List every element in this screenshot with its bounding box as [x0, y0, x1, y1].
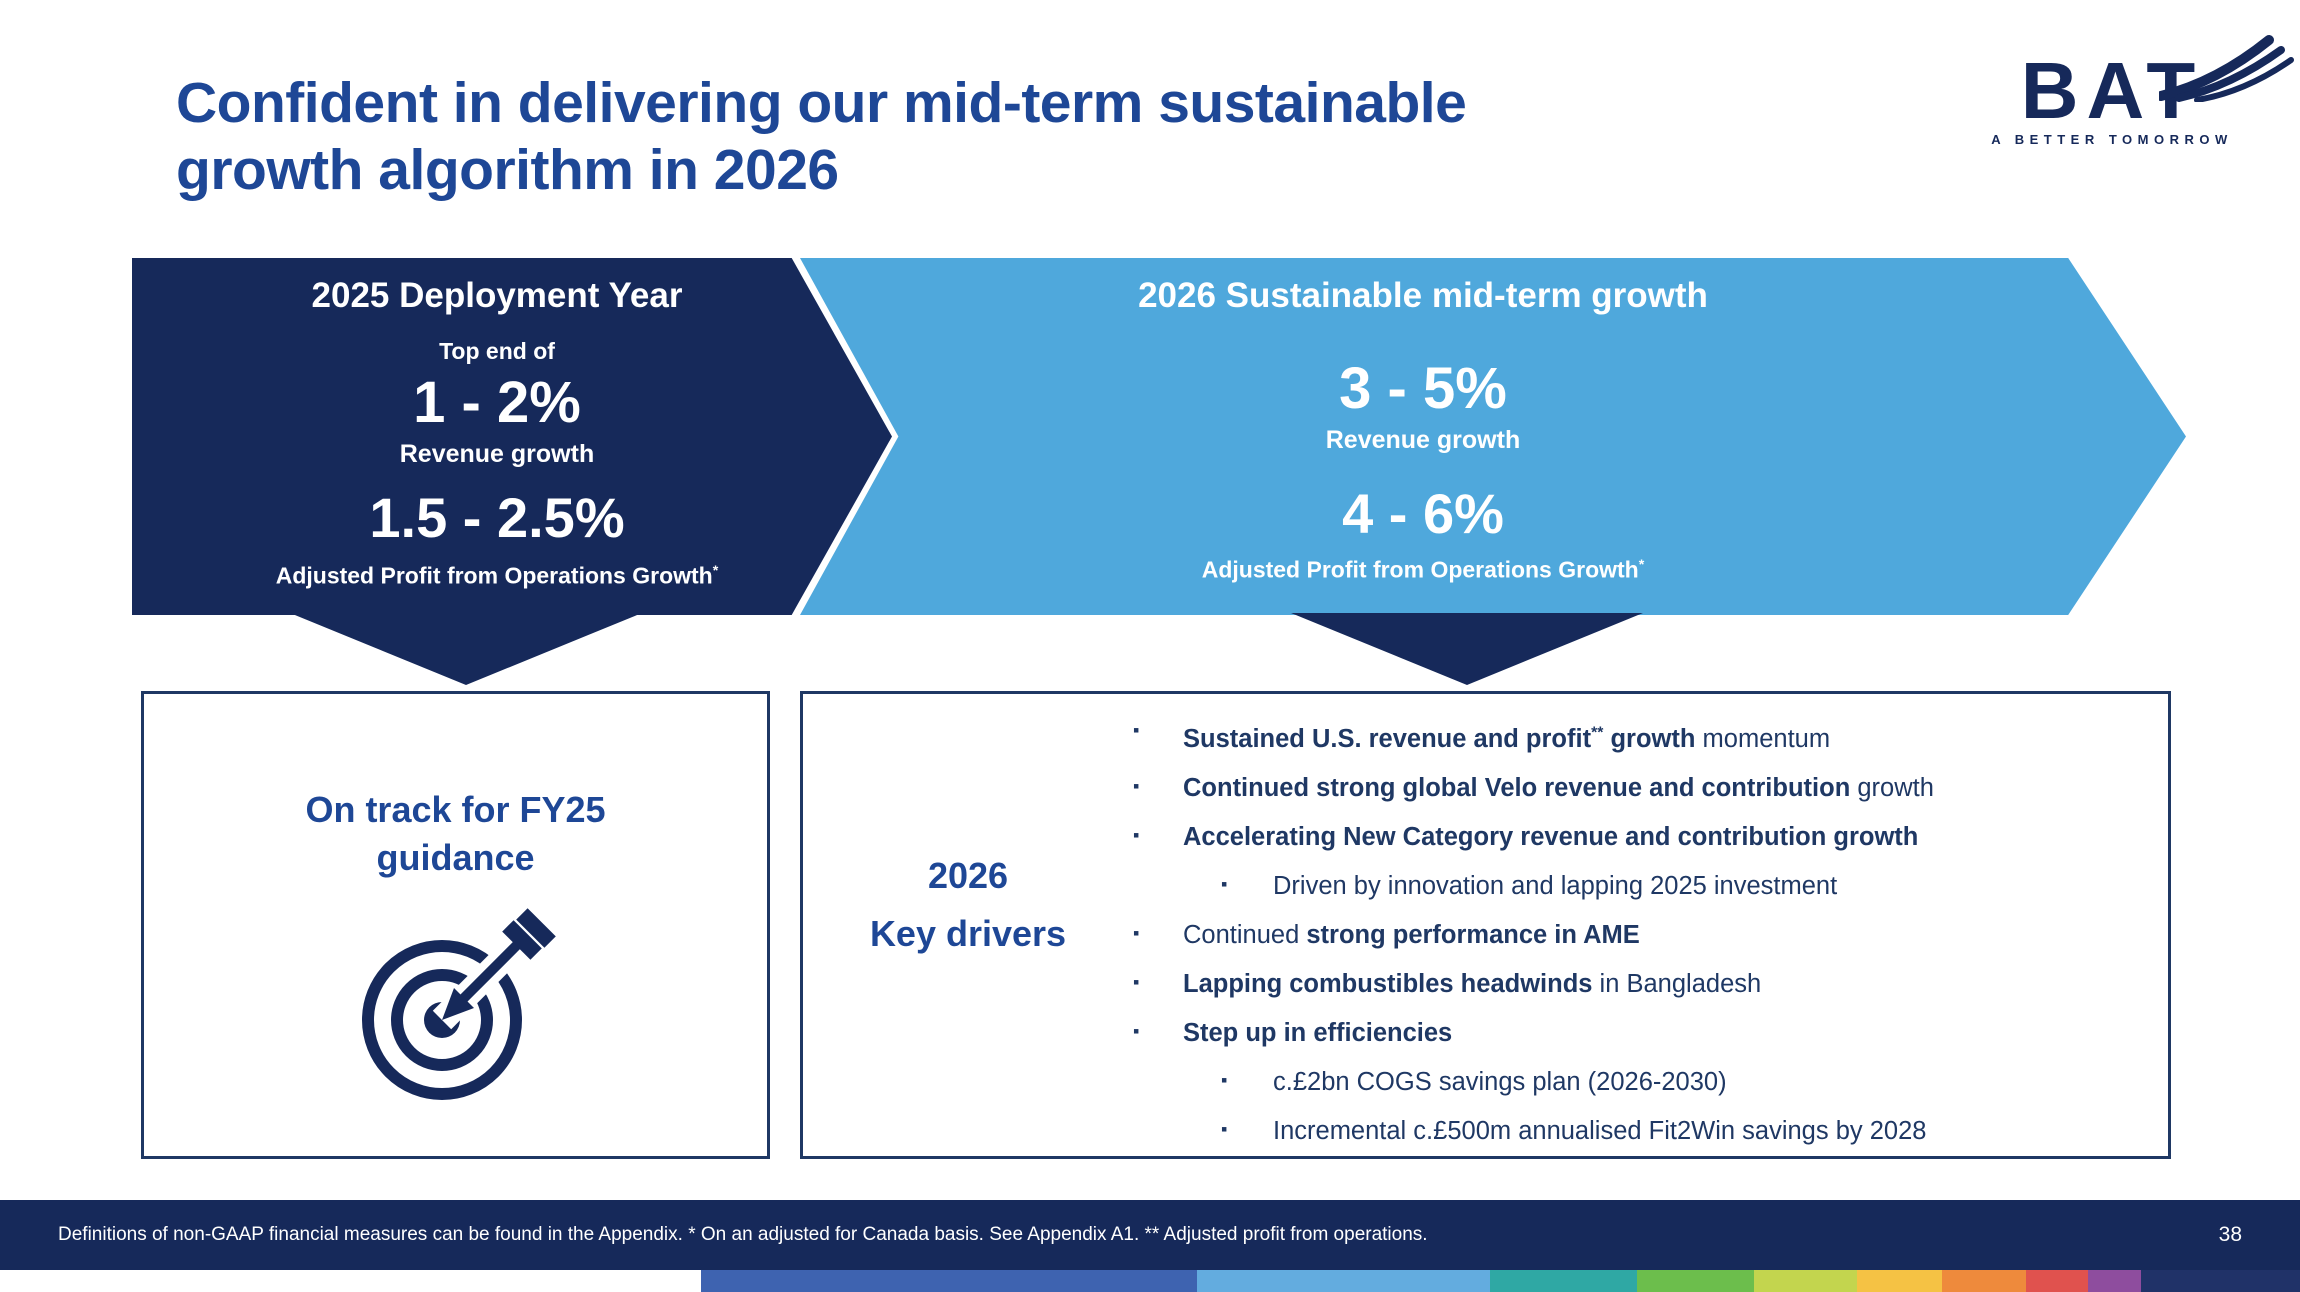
- bullet-icon: ▪: [1133, 1020, 1140, 1041]
- key-driver-item: ▪ Continued strong performance in AME: [1133, 911, 2152, 960]
- key-driver-text: Driven by innovation and lapping 2025 in…: [1273, 871, 1838, 900]
- on-track-box: On track for FY25 guidance: [141, 691, 770, 1159]
- key-driver-text: Continued strong performance in AME: [1183, 920, 1640, 949]
- bullet-icon: ▪: [1133, 775, 1140, 796]
- key-driver-item: ▪ Driven by innovation and lapping 2025 i…: [1133, 862, 2152, 911]
- key-drivers-label: 2026 Key drivers: [803, 694, 1133, 1156]
- arrow-2025-heading: 2025 Deployment Year: [311, 276, 683, 315]
- footer-bar: Definitions of non-GAAP financial measur…: [0, 1200, 2300, 1270]
- bullet-icon: ▪: [1133, 824, 1140, 845]
- stripe-segment: [0, 1270, 701, 1292]
- key-drivers-label-text: Key drivers: [869, 913, 1067, 954]
- bullet-icon: ▪: [1221, 1069, 1228, 1090]
- arrow-2025-profit-value: 1.5 - 2.5%: [369, 486, 625, 549]
- key-driver-item: ▪ Step up in efficiencies: [1133, 1009, 2152, 1058]
- key-driver-item: ▪ Sustained U.S. revenue and profit** gro…: [1133, 708, 2152, 764]
- key-drivers-box: 2026 Key drivers ▪ Sustained U.S. revenue…: [800, 691, 2171, 1159]
- arrow-2025-revenue-value: 1 - 2%: [413, 370, 581, 435]
- bullet-icon: ▪: [1133, 971, 1140, 992]
- bat-logo-tagline: A BETTER TOMORROW: [1991, 132, 2233, 147]
- key-driver-item: ▪ Accelerating New Category revenue and c…: [1133, 813, 2152, 862]
- down-arrow-right: [1291, 613, 1643, 685]
- arrow-2026-growth: 2026 Sustainable mid-term growth 3 - 5% …: [800, 258, 2186, 615]
- key-drivers-list: ▪ Sustained U.S. revenue and profit** gro…: [1133, 708, 2152, 1156]
- footnote-text: Definitions of non-GAAP financial measur…: [58, 1224, 1428, 1245]
- page-number: 38: [2218, 1223, 2242, 1246]
- arrow-2026-heading: 2026 Sustainable mid-term growth: [1138, 276, 1708, 315]
- arrow-2026-revenue-label: Revenue growth: [1325, 426, 1521, 454]
- arrow-2025-revenue-label: Revenue growth: [399, 440, 595, 468]
- arrow-2026-profit-label: Adjusted Profit from Operations Growth*: [1202, 550, 1645, 585]
- arrow-2026-profit-value: 4 - 6%: [1342, 482, 1504, 545]
- on-track-line1: On track for FY25: [305, 789, 606, 830]
- bullet-icon: ▪: [1133, 720, 1140, 740]
- on-track-text: On track for FY25 guidance: [305, 786, 605, 882]
- arrow-2025-profit-label: Adjusted Profit from Operations Growth*: [276, 556, 719, 591]
- stripe-segment: [2141, 1270, 2300, 1292]
- key-driver-text: Accelerating New Category revenue and co…: [1183, 822, 1919, 851]
- arrow-2025-profit-label-sup: *: [712, 563, 719, 579]
- stripe-segment: [1754, 1270, 1857, 1292]
- down-arrow-left: [290, 613, 642, 685]
- on-track-line2: guidance: [376, 837, 535, 878]
- arrow-2026-profit-label-sup: *: [1638, 557, 1645, 573]
- stripe-segment: [2088, 1270, 2141, 1292]
- bullet-icon: ▪: [1133, 922, 1140, 943]
- stripe-segment: [2026, 1270, 2088, 1292]
- stripe-segment: [1637, 1270, 1754, 1292]
- brand-stripe: [0, 1270, 2300, 1292]
- key-driver-text: Continued strong global Velo revenue and…: [1183, 773, 1934, 802]
- key-driver-item: ▪ Continued strong global Velo revenue an…: [1133, 764, 2152, 813]
- key-driver-text: Step up in efficiencies: [1183, 1018, 1453, 1047]
- stripe-segment: [1857, 1270, 1942, 1292]
- page-title-line1: Confident in delivering our mid-term sus…: [176, 71, 1467, 135]
- key-driver-text: Incremental c.£500m annualised Fit2Win s…: [1273, 1116, 1927, 1145]
- stripe-segment: [701, 1270, 1197, 1292]
- arrow-2025-profit-label-text: Adjusted Profit from Operations Growth: [275, 562, 713, 589]
- bullet-icon: ▪: [1221, 1118, 1228, 1139]
- key-driver-item: ▪ c.£2bn COGS savings plan (2026-2030): [1133, 1058, 2152, 1107]
- page-title: Confident in delivering our mid-term sus…: [176, 70, 1776, 204]
- bullet-icon: ▪: [1221, 873, 1228, 894]
- arrow-2025-deployment: 2025 Deployment Year Top end of 1 - 2% R…: [132, 258, 892, 615]
- bat-logo: BAT A BETTER TOMORROW: [1952, 35, 2295, 147]
- key-drivers-label-year: 2026: [927, 855, 1009, 896]
- stripe-segment: [1197, 1270, 1490, 1292]
- arrow-2026-revenue-value: 3 - 5%: [1339, 356, 1507, 421]
- key-driver-text: c.£2bn COGS savings plan (2026-2030): [1273, 1067, 1727, 1096]
- stripe-segment: [1490, 1270, 1637, 1292]
- arrow-2025-topend: Top end of: [439, 338, 555, 364]
- bat-swoosh-icon: [2159, 35, 2295, 102]
- key-driver-item: ▪ Incremental c.£500m annualised Fit2Win …: [1133, 1107, 2152, 1156]
- page-title-line2: growth algorithm in 2026: [176, 138, 839, 202]
- arrow-2026-profit-label-text: Adjusted Profit from Operations Growth: [1201, 556, 1639, 583]
- bat-logo-mark: BAT: [2021, 35, 2295, 132]
- key-driver-text: Sustained U.S. revenue and profit** grow…: [1183, 724, 1831, 753]
- key-driver-text: Lapping combustibles headwinds in Bangla…: [1183, 969, 1762, 998]
- target-icon: [361, 908, 556, 1100]
- key-driver-item: ▪ Lapping combustibles headwinds in Bangl…: [1133, 960, 2152, 1009]
- stripe-segment: [1942, 1270, 2026, 1292]
